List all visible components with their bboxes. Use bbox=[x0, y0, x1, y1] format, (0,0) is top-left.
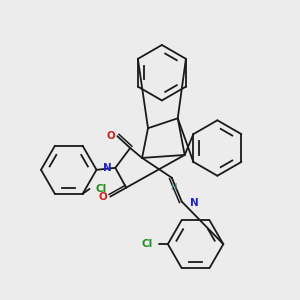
Text: Cl: Cl bbox=[142, 239, 153, 249]
Text: Cl: Cl bbox=[95, 184, 107, 194]
Text: O: O bbox=[106, 131, 115, 141]
Text: H: H bbox=[171, 183, 177, 192]
Text: N: N bbox=[103, 163, 111, 173]
Text: O: O bbox=[99, 192, 107, 202]
Text: N: N bbox=[190, 199, 198, 208]
